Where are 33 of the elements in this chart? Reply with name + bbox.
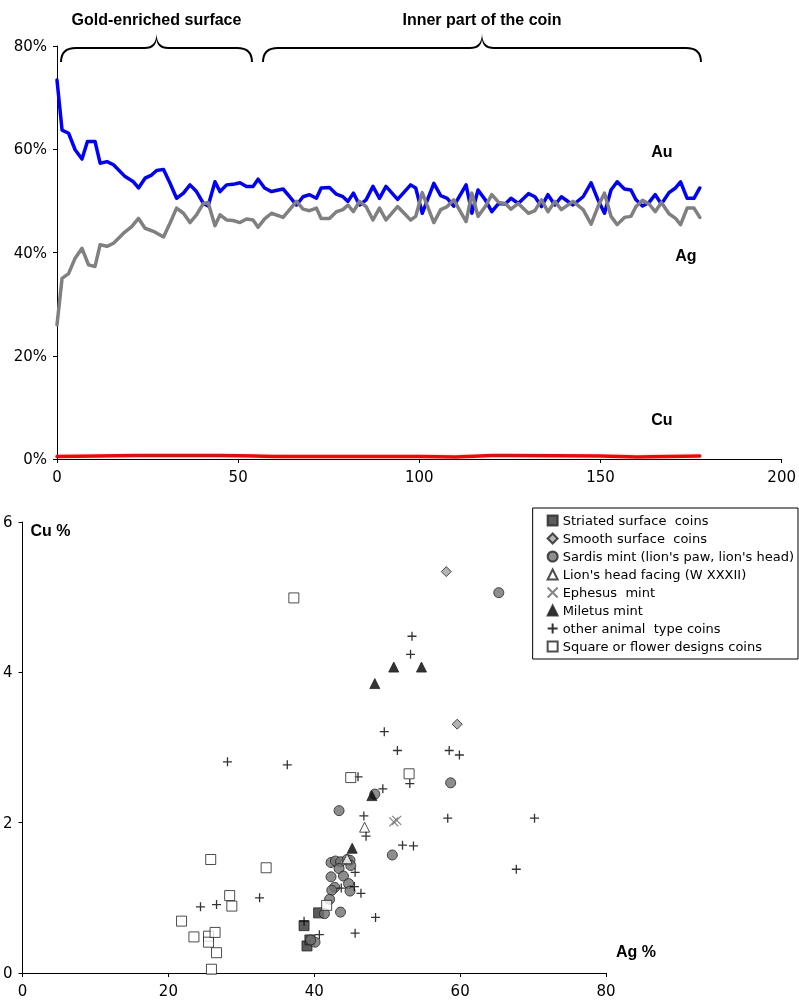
x-tick-label: 80 [596,981,616,1000]
x-tick-label: 0 [52,467,62,486]
y-axis-title: Cu % [30,521,71,539]
x-axis-title: Ag % [616,942,656,960]
y-tick-label: 40% [13,243,47,262]
text: Gold-enriched surface [71,11,242,28]
y-tick-label: 4 [3,663,13,682]
x-tick-label: 150 [586,467,615,486]
series-label: Au [651,143,673,161]
legend-label: Ephesus mint [562,585,656,600]
series-label: Cu [651,411,673,429]
y-tick-label: 0 [3,964,13,982]
text: Inner part of the coin [402,11,562,28]
y-tick-label: 2 [3,813,13,832]
legend-label: Square or flower designs coins [562,639,763,654]
x-tick-label: 20 [158,981,178,1000]
y-tick-label: 0% [23,450,47,468]
x-tick-label: 60 [450,981,470,1000]
legend-label: other animal type coins [562,621,721,636]
legend-label: Lion's head facing (W XXXII) [562,567,747,582]
series-label: Ag [675,246,697,264]
x-tick-label: 100 [405,467,434,486]
legend-label: Smooth surface coins [562,531,708,546]
y-tick-label: 20% [13,346,47,365]
y-tick-label: 60% [13,140,47,159]
x-tick-label: 40 [304,981,324,1000]
x-tick-label: 50 [228,467,248,486]
y-tick-label: 80% [13,37,47,55]
y-tick-label: 6 [3,513,13,531]
legend-label: Miletus mint [562,603,643,618]
legend-label: Striated surface coins [562,513,709,528]
legend-label: Sardis mint (lion's paw, lion's head) [562,549,795,564]
x-tick-label: 200 [767,467,797,486]
